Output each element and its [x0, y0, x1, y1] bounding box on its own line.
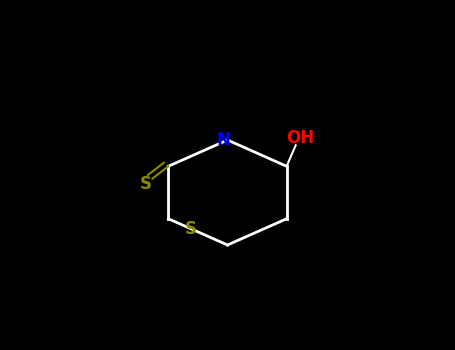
- Text: N: N: [216, 131, 230, 149]
- Text: S: S: [140, 175, 152, 193]
- Text: S: S: [185, 220, 197, 238]
- Text: OH: OH: [286, 129, 314, 147]
